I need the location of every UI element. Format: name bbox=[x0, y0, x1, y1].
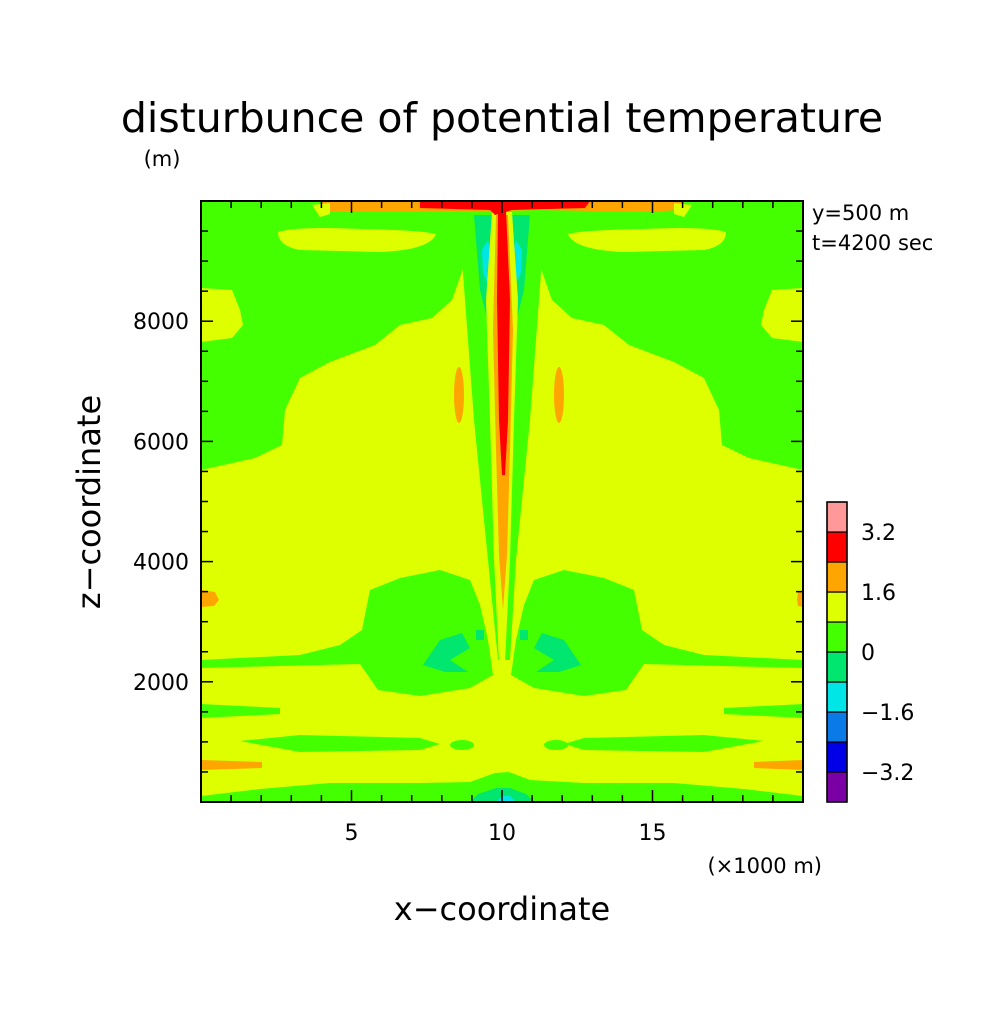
axes-ticks: 5 10 15 2000 4000 6000 8000 bbox=[133, 201, 803, 846]
contour-red-top bbox=[420, 201, 590, 215]
contour-green-band-1 bbox=[201, 704, 280, 718]
colorbar-swatch bbox=[826, 711, 848, 743]
colorbar-swatch bbox=[826, 501, 848, 533]
colorbar-swatch bbox=[826, 621, 848, 653]
contour-green-dot-left bbox=[450, 740, 474, 750]
chart-title: disturbunce of potential temperature bbox=[121, 94, 883, 142]
contour-darkgreen-dot-left bbox=[476, 630, 484, 640]
y-axis-label: z−coordinate bbox=[70, 395, 108, 609]
y-tick-label: 2000 bbox=[133, 671, 189, 696]
contour-green-dot-right bbox=[544, 740, 568, 750]
y-axis-unit: (m) bbox=[144, 147, 181, 171]
contour-darkgreen-spot-right bbox=[534, 633, 581, 672]
contour-yellow-edge-left bbox=[201, 288, 243, 342]
colorbar-swatch bbox=[826, 681, 848, 713]
contour-yellow-pocket-left bbox=[278, 228, 436, 252]
colorbar-swatch bbox=[826, 741, 848, 773]
colorbar-frame bbox=[826, 501, 848, 803]
contour-green-band-1r bbox=[724, 704, 803, 718]
colorbar-swatch bbox=[826, 651, 848, 683]
contour-green-band-2l bbox=[240, 735, 440, 752]
info-line-y: y=500 m bbox=[812, 201, 909, 225]
y-tick-label: 6000 bbox=[133, 430, 189, 455]
contour-green-mid-right bbox=[511, 570, 803, 696]
x-axis-label: x−coordinate bbox=[394, 890, 610, 928]
x-tick-label: 15 bbox=[639, 821, 667, 846]
contour-orange-edge-left bbox=[201, 590, 219, 607]
contour-green-mid-left bbox=[201, 570, 493, 696]
contour-darkgreen-spot-left bbox=[423, 633, 470, 672]
colorbar-swatch bbox=[826, 561, 848, 593]
colorbar-swatch bbox=[826, 531, 848, 563]
y-tick-label: 8000 bbox=[133, 310, 189, 335]
colorbar-label: −3.2 bbox=[861, 761, 914, 786]
contour-cyan-bottom bbox=[496, 796, 516, 802]
contour-red-plume bbox=[497, 210, 510, 475]
colorbar-label: 1.6 bbox=[861, 581, 896, 606]
contour-yellow-top-left bbox=[312, 203, 330, 217]
contour-yellow-edge-right bbox=[761, 288, 803, 342]
contour-orange-lower-left bbox=[201, 760, 262, 770]
contour-orange-lobe-right bbox=[554, 367, 564, 423]
colorbar-swatch bbox=[826, 591, 848, 623]
contour-field bbox=[201, 201, 803, 802]
x-tick-label: 5 bbox=[345, 821, 359, 846]
x-axis-unit: (×1000 m) bbox=[707, 854, 822, 878]
x-tick-label: 10 bbox=[488, 821, 516, 846]
colorbar-label: 3.2 bbox=[861, 521, 896, 546]
contour-yellow-pocket-right bbox=[568, 228, 726, 252]
colorbar-swatch bbox=[826, 771, 848, 803]
contour-orange-lobe-left bbox=[454, 367, 464, 423]
colorbar: 3.2 1.6 0 −1.6 −3.2 bbox=[826, 501, 914, 803]
y-tick-label: 4000 bbox=[133, 551, 189, 576]
contour-green-band-2r bbox=[564, 735, 764, 752]
contour-green-upper-right bbox=[534, 201, 803, 470]
colorbar-label: −1.6 bbox=[861, 701, 914, 726]
contour-orange-lower-right bbox=[754, 760, 803, 770]
info-line-t: t=4200 sec bbox=[812, 231, 933, 255]
contour-green-upper-left bbox=[201, 201, 470, 470]
contour-darkgreen-dot-right bbox=[520, 630, 528, 640]
contour-orange-edge-right bbox=[797, 590, 803, 607]
contour-yellow-top-right bbox=[674, 203, 692, 217]
colorbar-label: 0 bbox=[861, 641, 875, 666]
